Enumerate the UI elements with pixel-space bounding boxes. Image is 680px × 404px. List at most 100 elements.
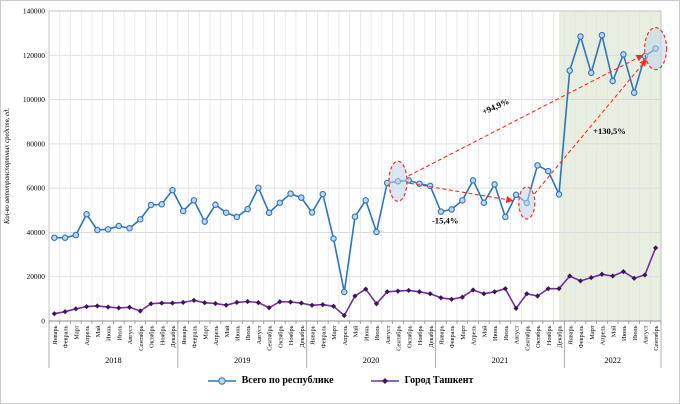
- x-month-label: Март: [202, 325, 209, 339]
- data-point-marker: [556, 286, 562, 292]
- data-point-marker: [51, 234, 58, 241]
- data-point-marker: [587, 69, 595, 77]
- data-point-marker: [158, 201, 165, 208]
- data-point-marker: [83, 211, 90, 218]
- x-month-label: Февраль: [449, 325, 456, 348]
- y-axis-title: Кол-во автотранспортных средств, ед.: [4, 108, 11, 225]
- annotation-label: +94,9%: [480, 96, 510, 117]
- data-point-marker: [512, 191, 520, 199]
- x-month-label: Февраль: [578, 325, 585, 348]
- legend-item-tashkent: Город Ташкент: [370, 375, 474, 386]
- data-point-marker: [126, 304, 133, 310]
- x-month-label: Август: [385, 325, 392, 344]
- data-point-marker: [555, 191, 563, 198]
- data-point-marker: [255, 184, 262, 191]
- x-month-label: Август: [256, 325, 263, 344]
- data-point-marker: [620, 51, 627, 58]
- annotation-arrow: [534, 59, 647, 195]
- y-tick-label: 0: [41, 317, 45, 326]
- x-month-label: Декабрь: [557, 325, 564, 347]
- data-point-marker: [233, 213, 241, 221]
- data-point-marker: [319, 190, 327, 198]
- data-point-marker: [169, 300, 176, 306]
- data-point-marker: [620, 269, 627, 275]
- data-point-marker: [653, 245, 659, 251]
- x-month-label: Январь: [567, 325, 574, 344]
- x-month-label: Ноябрь: [417, 325, 424, 345]
- data-point-marker: [567, 273, 573, 279]
- data-point-marker: [642, 272, 648, 278]
- legend-line-diamond-icon: [370, 377, 399, 384]
- data-point-marker: [201, 218, 208, 225]
- data-point-marker: [352, 293, 358, 299]
- data-point-marker: [341, 288, 348, 296]
- data-point-marker: [502, 286, 508, 292]
- x-month-label: Август: [127, 325, 134, 344]
- data-point-marker: [51, 311, 57, 317]
- y-tick-label: 120000: [23, 51, 45, 60]
- x-month-label: Апрель: [342, 325, 349, 345]
- legend-line-circle-icon: [207, 376, 236, 385]
- data-point-marker: [513, 305, 519, 311]
- data-point-marker: [416, 180, 423, 187]
- data-point-marker: [480, 199, 488, 207]
- x-month-label: Апрель: [471, 325, 478, 345]
- data-point-marker: [104, 226, 112, 233]
- data-point-marker: [427, 291, 433, 297]
- x-month-label: Июнь: [621, 325, 628, 341]
- x-month-label: Март: [331, 325, 338, 339]
- year-label: 2021: [492, 356, 509, 365]
- x-month-label: Январь: [310, 325, 317, 344]
- x-month-label: Октябрь: [535, 325, 542, 347]
- data-point-marker: [469, 177, 477, 184]
- data-point-marker: [524, 291, 530, 297]
- legend-item-republic: Всего по республике: [207, 375, 334, 386]
- data-point-marker: [159, 300, 165, 306]
- data-point-marker: [180, 299, 186, 306]
- data-point-marker: [502, 213, 509, 221]
- data-point-marker: [320, 302, 326, 308]
- x-month-label: Февраль: [63, 325, 70, 348]
- annotation-ellipse: [644, 27, 668, 71]
- data-point-marker: [534, 293, 541, 299]
- data-point-marker: [234, 299, 240, 306]
- data-point-marker: [276, 199, 284, 207]
- data-point-marker: [244, 205, 251, 213]
- year-label: 2020: [363, 356, 380, 365]
- y-tick-label: 20000: [27, 272, 46, 281]
- year-label: 2019: [234, 356, 251, 365]
- data-point-marker: [577, 33, 584, 40]
- x-month-label: Июль: [245, 325, 252, 340]
- data-point-marker: [222, 209, 230, 216]
- data-point-marker: [245, 298, 251, 305]
- data-point-marker: [341, 312, 347, 319]
- data-point-marker: [406, 287, 412, 294]
- x-month-label: Сентябрь: [653, 325, 660, 350]
- data-point-marker: [437, 208, 445, 215]
- data-point-marker: [449, 296, 455, 302]
- x-month-label: Апрель: [213, 325, 220, 345]
- data-point-marker: [190, 197, 198, 204]
- x-month-label: Май: [481, 325, 488, 337]
- data-point-marker: [62, 309, 68, 315]
- annotation-label: +130,5%: [593, 126, 626, 136]
- data-point-marker: [416, 289, 423, 295]
- x-month-label: Сентябрь: [138, 325, 145, 350]
- data-point-marker: [362, 197, 369, 204]
- data-point-marker: [287, 299, 294, 305]
- x-month-label: Март: [589, 325, 596, 339]
- y-tick-label: 60000: [27, 184, 46, 193]
- y-tick-label: 100000: [23, 95, 45, 104]
- data-point-marker: [147, 201, 155, 209]
- data-point-marker: [395, 288, 401, 294]
- x-month-label: Сентябрь: [524, 325, 531, 350]
- data-point-marker: [169, 186, 176, 194]
- legend-label-tashkent: Город Ташкент: [404, 375, 474, 386]
- x-month-label: Январь: [438, 325, 445, 344]
- data-point-marker: [631, 275, 637, 281]
- data-point-marker: [363, 286, 369, 292]
- x-month-label: Март: [73, 325, 80, 339]
- data-point-marker: [126, 224, 133, 232]
- x-month-label: Январь: [52, 325, 59, 344]
